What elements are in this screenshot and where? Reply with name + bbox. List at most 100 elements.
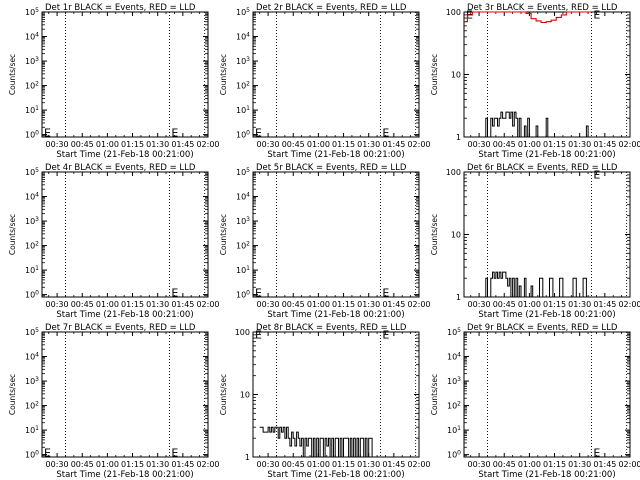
x-tick-label: 01:15 <box>543 300 566 309</box>
x-tick-label: 00:30 <box>468 460 491 469</box>
y-tick-label: 100 <box>25 290 39 300</box>
x-tick-label: 01:00 <box>518 140 541 149</box>
x-tick-label: 01:15 <box>121 460 144 469</box>
x-tick-label: 00:30 <box>46 460 69 469</box>
x-axis-label: Start Time (21-Feb-18 00:21:00) <box>56 470 193 480</box>
x-tick-label: 00:45 <box>493 140 516 149</box>
event-marker: E <box>593 8 600 21</box>
x-tick-label: 01:15 <box>332 300 355 309</box>
detector-panel-6: Det 6r BLACK = Events, RED = LLD 00:30 00:… <box>430 163 640 320</box>
detector-panel-2: Det 2r BLACK = Events, RED = LLD 00:30 00:… <box>219 3 431 160</box>
x-tick-label: 01:45 <box>382 460 405 469</box>
x-tick-label: 01:30 <box>568 300 591 309</box>
detector-panel-1: Det 1r BLACK = Events, RED = LLD 00:30 00:… <box>8 3 220 160</box>
x-tick-label: 01:00 <box>96 140 119 149</box>
y-tick-label: 104 <box>25 192 39 202</box>
y-tick-label: 100 <box>236 290 250 300</box>
y-tick-label: 100 <box>25 450 39 460</box>
detector-panel-4: Det 4r BLACK = Events, RED = LLD 00:30 00:… <box>8 163 220 320</box>
series-line-1 <box>484 271 590 298</box>
x-tick-label: 01:30 <box>146 460 169 469</box>
y-axis-label: Counts/sec <box>8 54 17 95</box>
x-tick-label: 02:00 <box>618 140 640 149</box>
y-tick-label: 102 <box>236 241 250 251</box>
x-tick-label: 01:00 <box>518 460 541 469</box>
x-tick-label: 00:30 <box>468 300 491 309</box>
panel-title: Det 1r BLACK = Events, RED = LLD <box>45 3 196 13</box>
x-tick-label: 02:00 <box>196 140 219 149</box>
x-tick-label: 01:00 <box>518 300 541 309</box>
event-marker: E <box>382 287 389 300</box>
x-tick-label: 01:30 <box>568 460 591 469</box>
y-tick-label: 102 <box>236 81 250 91</box>
x-tick-label: 01:30 <box>146 140 169 149</box>
event-marker: E <box>171 287 178 300</box>
x-tick-label: 01:45 <box>593 300 616 309</box>
event-marker: E <box>44 447 51 460</box>
y-axis-label: Counts/sec <box>8 214 17 255</box>
y-tick-label: 102 <box>447 401 461 411</box>
y-tick-label: 103 <box>25 376 39 386</box>
y-tick-label: 103 <box>447 376 461 386</box>
y-axis-label: Counts/sec <box>430 54 439 95</box>
x-tick-label: 01:45 <box>171 140 194 149</box>
y-tick-label: 1 <box>456 293 461 302</box>
x-tick-label: 00:30 <box>46 300 69 309</box>
x-tick-label: 00:45 <box>71 140 94 149</box>
x-tick-label: 00:45 <box>493 300 516 309</box>
x-axis-label: Start Time (21-Feb-18 00:21:00) <box>56 150 193 160</box>
x-tick-label: 01:00 <box>307 300 330 309</box>
detector-panel-5: Det 5r BLACK = Events, RED = LLD 00:30 00:… <box>219 163 431 320</box>
y-tick-label: 10 <box>451 71 461 80</box>
panel-title: Det 3r BLACK = Events, RED = LLD <box>467 3 618 13</box>
x-tick-label: 01:45 <box>171 460 194 469</box>
y-tick-label: 100 <box>25 130 39 140</box>
y-axis-label: Counts/sec <box>219 54 228 95</box>
y-tick-label: 103 <box>25 216 39 226</box>
detector-panel-7: Det 7r BLACK = Events, RED = LLD 00:30 00:… <box>8 323 220 480</box>
event-marker: E <box>255 127 262 140</box>
y-tick-label: 10 <box>451 231 461 240</box>
series-line-1 <box>259 426 373 458</box>
plot-frame <box>41 11 209 138</box>
panel-title: Det 8r BLACK = Events, RED = LLD <box>256 323 407 333</box>
y-tick-label: 10 <box>240 391 250 400</box>
y-tick-label: 105 <box>25 167 39 177</box>
x-tick-label: 00:45 <box>71 300 94 309</box>
x-tick-label: 01:45 <box>382 140 405 149</box>
event-marker: E <box>171 447 178 460</box>
y-tick-label: 101 <box>25 105 39 115</box>
detector-panel-8: Det 8r BLACK = Events, RED = LLD 00:30 00:… <box>219 323 431 480</box>
y-tick-label: 1 <box>245 453 250 462</box>
x-axis-label: Start Time (21-Feb-18 00:21:00) <box>56 310 193 320</box>
y-axis-label: Counts/sec <box>219 214 228 255</box>
plot-frame <box>463 331 631 458</box>
y-tick-label: 104 <box>236 32 250 42</box>
y-tick-label: 100 <box>447 450 461 460</box>
y-tick-label: 100 <box>446 168 461 177</box>
panel-title: Det 6r BLACK = Events, RED = LLD <box>467 163 618 173</box>
x-tick-label: 02:00 <box>407 300 430 309</box>
panel-title: Det 2r BLACK = Events, RED = LLD <box>256 3 407 13</box>
event-marker: E <box>382 328 389 341</box>
event-marker: E <box>593 447 600 460</box>
x-tick-label: 01:00 <box>307 140 330 149</box>
x-tick-label: 01:30 <box>568 140 591 149</box>
y-tick-label: 102 <box>25 401 39 411</box>
x-tick-label: 01:15 <box>543 140 566 149</box>
y-axis-label: Counts/sec <box>430 214 439 255</box>
x-tick-label: 02:00 <box>407 460 430 469</box>
x-tick-label: 02:00 <box>196 460 219 469</box>
x-tick-label: 01:00 <box>96 300 119 309</box>
x-tick-label: 01:45 <box>171 300 194 309</box>
panel-title: Det 7r BLACK = Events, RED = LLD <box>45 323 196 333</box>
x-tick-label: 01:45 <box>382 300 405 309</box>
event-marker: E <box>382 127 389 140</box>
event-marker: E <box>171 127 178 140</box>
x-tick-label: 01:45 <box>593 460 616 469</box>
x-axis-label: Start Time (21-Feb-18 00:21:00) <box>267 470 404 480</box>
y-tick-label: 105 <box>25 7 39 17</box>
x-tick-label: 00:30 <box>257 300 280 309</box>
x-tick-label: 00:45 <box>282 460 305 469</box>
